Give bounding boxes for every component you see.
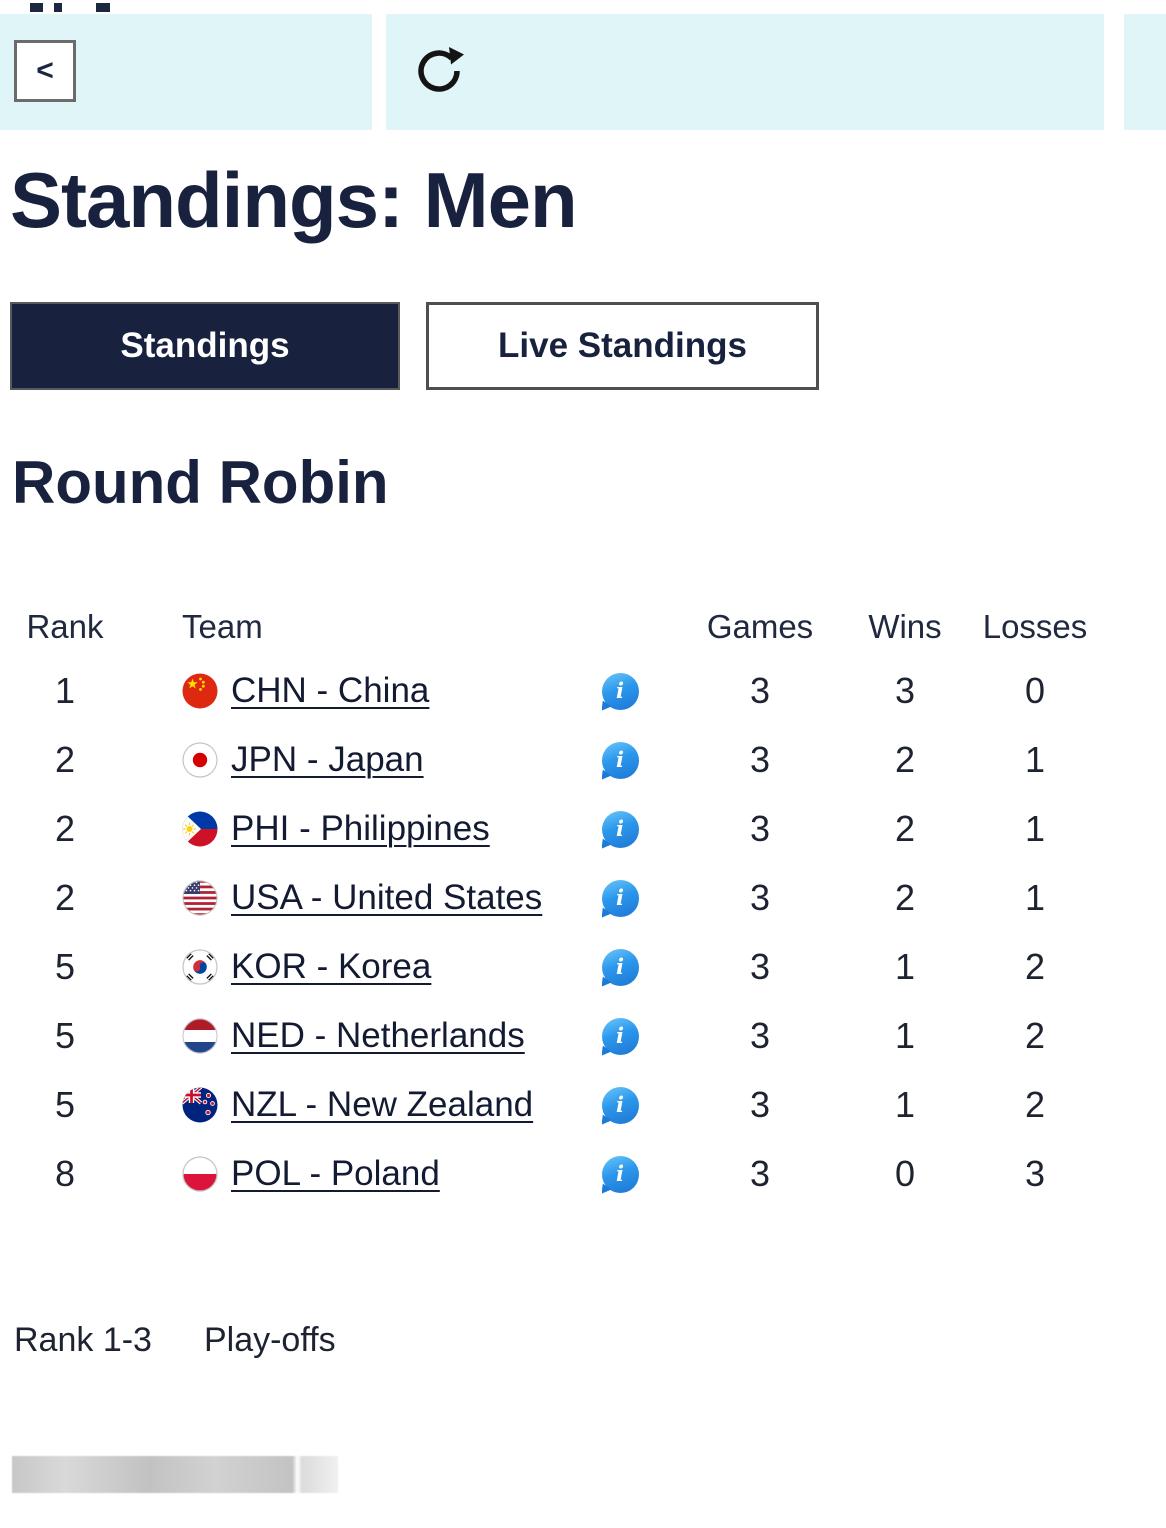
back-button[interactable]: < [14, 40, 76, 102]
rank-cell: 5 [54, 946, 76, 988]
flag-chn-icon [182, 673, 218, 709]
toolbar-segment-middle [386, 14, 1104, 130]
info-icon[interactable]: i [601, 1155, 639, 1193]
legend-rank-range: Rank 1-3 [14, 1320, 152, 1359]
rank-cell: 1 [54, 670, 76, 712]
flag-ned-icon [182, 1018, 218, 1054]
team-link[interactable]: POL - Poland [231, 1154, 440, 1194]
games-cell: 3 [749, 1153, 771, 1195]
header-games: Games [706, 607, 814, 645]
wins-cell: 3 [894, 670, 916, 712]
rank-cell: 8 [54, 1153, 76, 1195]
redacted-text-bar [12, 1455, 338, 1493]
table-row: 5 NED - Netherlands i 3 1 2 [10, 1002, 1166, 1071]
table-row: 2 PHI - Philippines i 3 2 1 [10, 795, 1166, 864]
standings-table: Rank Team Games Wins Losses 1 CHN - Chin… [0, 597, 1166, 1209]
flag-usa-icon [182, 880, 218, 916]
table-row: 1 CHN - China i 3 3 0 [10, 657, 1166, 726]
legend-playoffs-label: Play-offs [203, 1320, 336, 1359]
flag-kor-icon [182, 949, 218, 985]
team-link[interactable]: PHI - Philippines [231, 809, 490, 849]
team-link[interactable]: NZL - New Zealand [231, 1085, 534, 1125]
table-row: 8 POL - Poland i 3 0 3 [10, 1140, 1166, 1209]
losses-cell: 2 [1024, 1015, 1046, 1057]
wins-cell: 2 [894, 808, 916, 850]
games-cell: 3 [749, 1015, 771, 1057]
rank-cell: 5 [54, 1084, 76, 1126]
losses-cell: 1 [1024, 877, 1046, 919]
browser-toolbar: < [0, 14, 1166, 130]
wins-cell: 2 [894, 877, 916, 919]
legend: Rank 1-3 Play-offs [14, 1321, 1166, 1360]
wins-cell: 0 [894, 1153, 916, 1195]
team-link[interactable]: KOR - Korea [231, 947, 432, 987]
losses-cell: 3 [1024, 1153, 1046, 1195]
losses-cell: 1 [1024, 808, 1046, 850]
page-title: Standings: Men [10, 156, 578, 244]
flag-phi-icon [182, 811, 218, 847]
losses-cell: 2 [1024, 1084, 1046, 1126]
tab-live-standings[interactable]: Live Standings [426, 301, 819, 390]
rank-cell: 2 [54, 739, 76, 781]
refresh-icon [418, 47, 464, 92]
section-title: Round Robin [12, 448, 389, 516]
header-team: Team [182, 607, 263, 645]
games-cell: 3 [749, 946, 771, 988]
info-icon[interactable]: i [601, 672, 639, 710]
games-cell: 3 [749, 877, 771, 919]
table-row: 2 [10, 864, 1166, 933]
losses-cell: 0 [1024, 670, 1046, 712]
team-link[interactable]: CHN - China [231, 671, 430, 711]
table-row: 2 JPN - Japan i 3 2 1 [10, 726, 1166, 795]
tab-bar: Standings Live Standings [10, 301, 1166, 390]
games-cell: 3 [749, 670, 771, 712]
flag-nzl-icon [182, 1087, 218, 1123]
table-header-row: Rank Team Games Wins Losses [10, 597, 1166, 657]
wins-cell: 1 [894, 1015, 916, 1057]
refresh-button[interactable] [412, 44, 466, 98]
games-cell: 3 [749, 739, 771, 781]
cropped-header-fragment [0, 0, 1166, 14]
info-icon[interactable]: i [601, 810, 639, 848]
flag-pol-icon [182, 1156, 218, 1192]
wins-cell: 2 [894, 739, 916, 781]
tab-standings[interactable]: Standings [10, 301, 400, 390]
rank-cell: 2 [54, 808, 76, 850]
header-losses: Losses [982, 607, 1088, 645]
info-icon[interactable]: i [601, 879, 639, 917]
team-link[interactable]: NED - Netherlands [231, 1016, 525, 1056]
table-row: 5 NZL - New Zealand i 3 1 [10, 1071, 1166, 1140]
rank-cell: 5 [54, 1015, 76, 1057]
team-link[interactable]: USA - United States [231, 878, 543, 918]
header-wins: Wins [868, 607, 942, 645]
losses-cell: 2 [1024, 946, 1046, 988]
wins-cell: 1 [894, 946, 916, 988]
wins-cell: 1 [894, 1084, 916, 1126]
team-link[interactable]: JPN - Japan [231, 740, 424, 780]
toolbar-segment-right [1124, 14, 1166, 130]
info-icon[interactable]: i [601, 1017, 639, 1055]
info-icon[interactable]: i [601, 741, 639, 779]
games-cell: 3 [749, 808, 771, 850]
losses-cell: 1 [1024, 739, 1046, 781]
info-icon[interactable]: i [601, 948, 639, 986]
flag-jpn-icon [182, 742, 218, 778]
header-rank: Rank [26, 607, 104, 645]
table-row: 5 [10, 933, 1166, 1002]
rank-cell: 2 [54, 877, 76, 919]
info-icon[interactable]: i [601, 1086, 639, 1124]
games-cell: 3 [749, 1084, 771, 1126]
